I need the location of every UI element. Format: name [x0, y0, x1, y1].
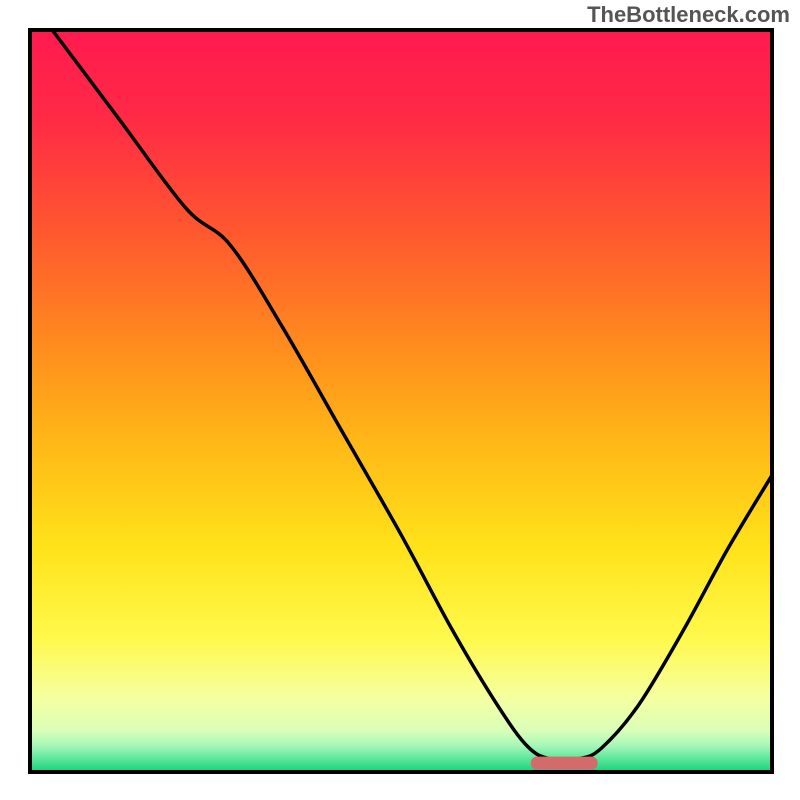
bottleneck-chart: TheBottleneck.com [0, 0, 800, 800]
watermark-text: TheBottleneck.com [587, 2, 790, 28]
chart-canvas [0, 0, 800, 800]
minimum-marker [531, 757, 598, 770]
gradient-background [30, 30, 772, 772]
